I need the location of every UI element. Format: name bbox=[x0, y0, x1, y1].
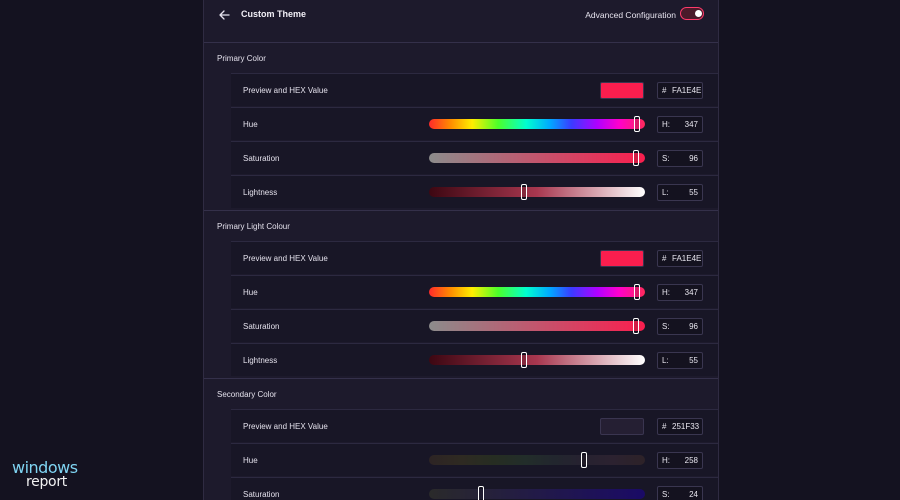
hex-value: FA1E4E bbox=[672, 86, 702, 95]
row-saturation-secondary: Saturation S: 24 bbox=[231, 477, 718, 500]
hue-value: 347 bbox=[684, 288, 698, 297]
saturation-value-field[interactable]: S: 96 bbox=[657, 318, 703, 335]
row-preview-hex-primary-light: Preview and HEX Value # FA1E4E bbox=[231, 241, 718, 274]
windows-report-watermark-logo: windows report bbox=[10, 458, 100, 492]
hue-prefix: H: bbox=[662, 456, 670, 465]
row-hue-primary: Hue H: 347 bbox=[231, 107, 718, 140]
hue-prefix: H: bbox=[662, 288, 670, 297]
section-title-secondary-color: Secondary Color bbox=[217, 390, 277, 399]
hue-slider-thumb[interactable] bbox=[634, 284, 641, 300]
lightness-slider[interactable] bbox=[429, 184, 645, 200]
hex-value-field[interactable]: # FA1E4E bbox=[657, 250, 703, 267]
saturation-value-field[interactable]: S: 96 bbox=[657, 150, 703, 167]
saturation-slider-thumb[interactable] bbox=[477, 486, 484, 500]
lightness-label: Lightness bbox=[243, 188, 278, 197]
advanced-configuration-toggle[interactable] bbox=[680, 7, 704, 20]
saturation-slider[interactable] bbox=[429, 150, 645, 166]
hue-slider[interactable] bbox=[429, 284, 645, 300]
row-preview-hex-primary: Preview and HEX Value # FA1E4E bbox=[231, 73, 718, 106]
hue-label: Hue bbox=[243, 120, 258, 129]
hue-slider-thumb[interactable] bbox=[634, 116, 641, 132]
lightness-value-field[interactable]: L: 55 bbox=[657, 184, 703, 201]
lightness-label: Lightness bbox=[243, 356, 278, 365]
row-saturation-primary: Saturation S: 96 bbox=[231, 141, 718, 174]
saturation-label: Saturation bbox=[243, 322, 280, 331]
hue-slider[interactable] bbox=[429, 116, 645, 132]
row-preview-hex-secondary: Preview and HEX Value # 251F33 bbox=[231, 409, 718, 442]
saturation-value: 24 bbox=[689, 490, 698, 499]
preview-hex-label: Preview and HEX Value bbox=[243, 254, 328, 263]
lightness-slider-thumb[interactable] bbox=[521, 352, 528, 368]
section-divider bbox=[204, 210, 718, 211]
color-preview-swatch[interactable] bbox=[600, 82, 644, 99]
row-saturation-primary-light: Saturation S: 96 bbox=[231, 309, 718, 342]
hue-slider[interactable] bbox=[429, 452, 645, 468]
hue-value: 258 bbox=[684, 456, 698, 465]
row-hue-primary-light: Hue H: 347 bbox=[231, 275, 718, 308]
saturation-label: Saturation bbox=[243, 154, 280, 163]
preview-hex-label: Preview and HEX Value bbox=[243, 422, 328, 431]
watermark-line2: report bbox=[26, 474, 67, 490]
saturation-prefix: S: bbox=[662, 490, 670, 499]
hex-prefix: # bbox=[662, 422, 667, 431]
hex-prefix: # bbox=[662, 254, 667, 263]
watermark-line1: windows bbox=[12, 458, 78, 477]
lightness-value: 55 bbox=[689, 356, 698, 365]
custom-theme-panel: Custom Theme Advanced Configuration Prim… bbox=[203, 0, 719, 500]
lightness-prefix: L: bbox=[662, 356, 669, 365]
row-lightness-primary: Lightness L: 55 bbox=[231, 175, 718, 208]
page-title: Custom Theme bbox=[241, 9, 307, 19]
lightness-slider-thumb[interactable] bbox=[521, 184, 528, 200]
saturation-prefix: S: bbox=[662, 154, 670, 163]
preview-hex-label: Preview and HEX Value bbox=[243, 86, 328, 95]
hex-value: FA1E4E bbox=[672, 254, 702, 263]
saturation-slider-thumb[interactable] bbox=[633, 318, 640, 334]
section-title-primary-color: Primary Color bbox=[217, 54, 266, 63]
saturation-slider-thumb[interactable] bbox=[633, 150, 640, 166]
hue-value-field[interactable]: H: 347 bbox=[657, 284, 703, 301]
saturation-slider[interactable] bbox=[429, 318, 645, 334]
saturation-value-field[interactable]: S: 24 bbox=[657, 486, 703, 500]
hue-slider-thumb[interactable] bbox=[580, 452, 587, 468]
header-bar: Custom Theme Advanced Configuration bbox=[204, 0, 718, 43]
saturation-value: 96 bbox=[689, 322, 698, 331]
toggle-knob bbox=[694, 9, 702, 17]
color-preview-swatch[interactable] bbox=[600, 418, 644, 435]
color-preview-swatch[interactable] bbox=[600, 250, 644, 267]
hue-value: 347 bbox=[684, 120, 698, 129]
lightness-slider[interactable] bbox=[429, 352, 645, 368]
row-lightness-primary-light: Lightness L: 55 bbox=[231, 343, 718, 376]
lightness-value-field[interactable]: L: 55 bbox=[657, 352, 703, 369]
hue-prefix: H: bbox=[662, 120, 670, 129]
hue-label: Hue bbox=[243, 456, 258, 465]
saturation-prefix: S: bbox=[662, 322, 670, 331]
section-divider bbox=[204, 378, 718, 379]
hex-value: 251F33 bbox=[672, 422, 700, 431]
hex-value-field[interactable]: # 251F33 bbox=[657, 418, 703, 435]
saturation-label: Saturation bbox=[243, 490, 280, 499]
section-title-primary-light-colour: Primary Light Colour bbox=[217, 222, 290, 231]
advanced-configuration-label: Advanced Configuration bbox=[585, 10, 676, 20]
back-button[interactable] bbox=[214, 5, 234, 25]
hue-value-field[interactable]: H: 258 bbox=[657, 452, 703, 469]
hue-label: Hue bbox=[243, 288, 258, 297]
hex-value-field[interactable]: # FA1E4E bbox=[657, 82, 703, 99]
row-hue-secondary: Hue H: 258 bbox=[231, 443, 718, 476]
arrow-left-icon bbox=[219, 10, 230, 20]
saturation-value: 96 bbox=[689, 154, 698, 163]
lightness-prefix: L: bbox=[662, 188, 669, 197]
hue-value-field[interactable]: H: 347 bbox=[657, 116, 703, 133]
saturation-slider[interactable] bbox=[429, 486, 645, 500]
hex-prefix: # bbox=[662, 86, 667, 95]
lightness-value: 55 bbox=[689, 188, 698, 197]
